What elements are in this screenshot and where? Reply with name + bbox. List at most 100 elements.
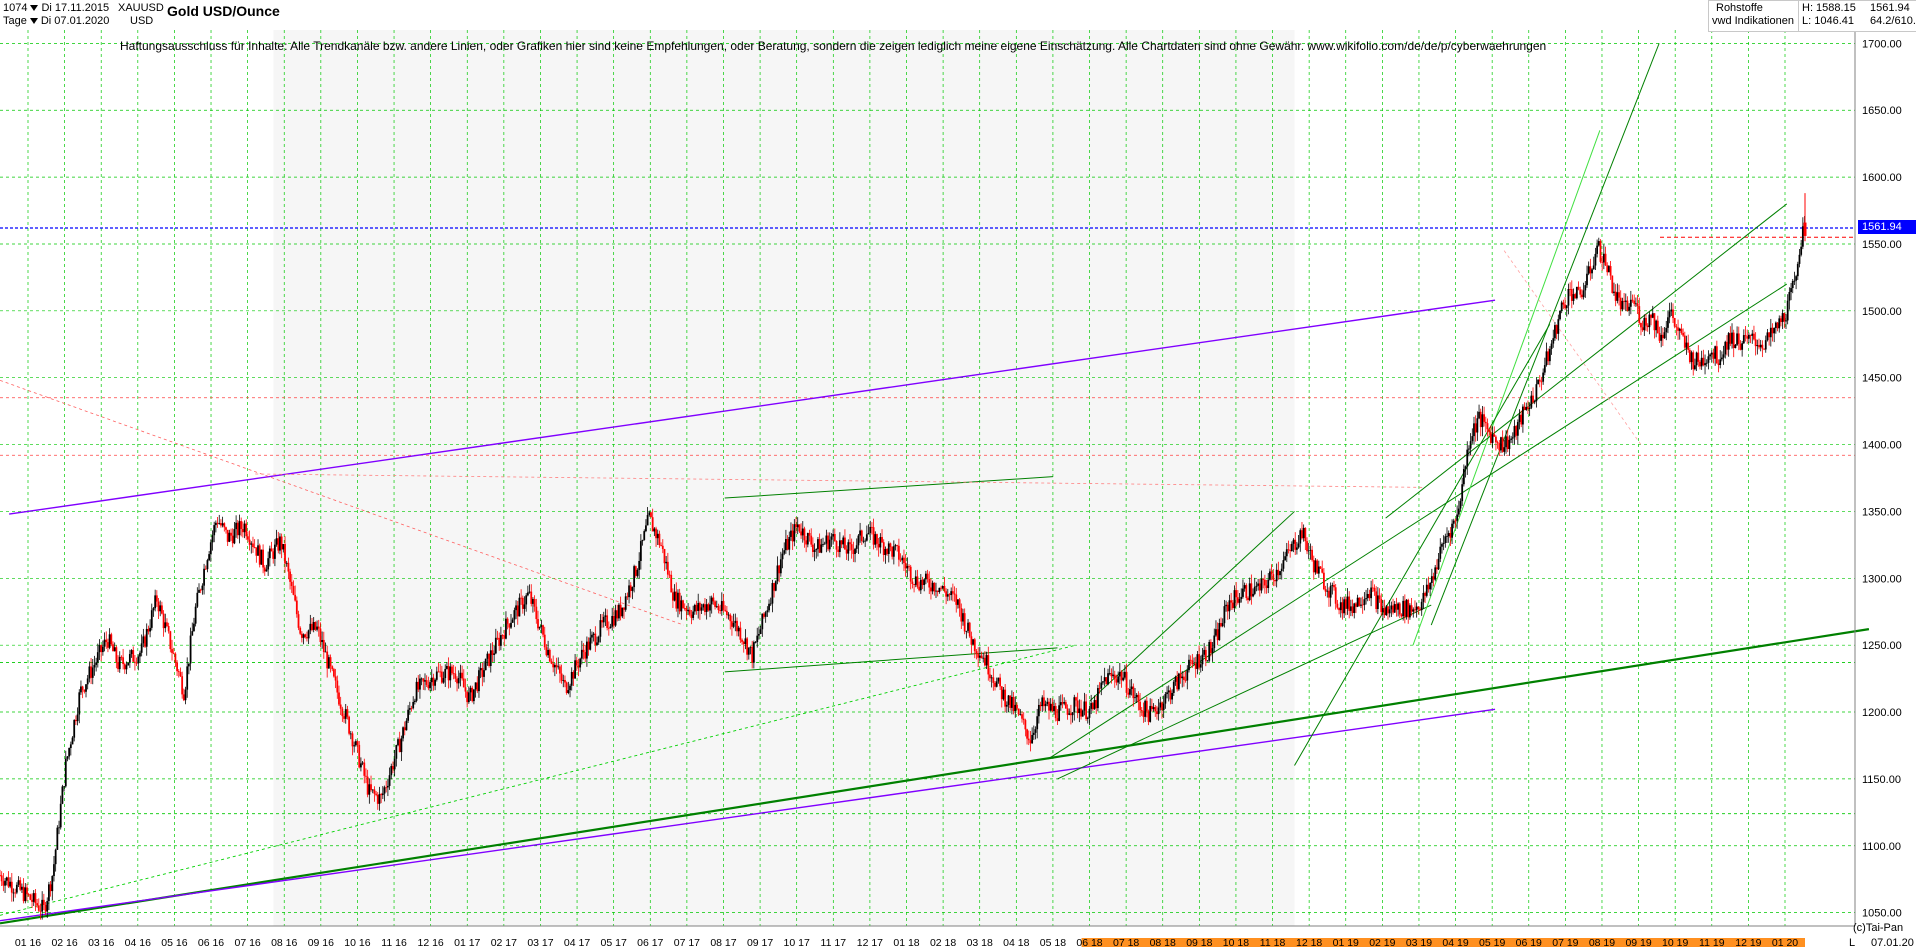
- candle-body: [1424, 592, 1426, 596]
- candle-body: [532, 599, 534, 604]
- scale-mode[interactable]: L: [1849, 937, 1856, 949]
- candle-body: [646, 515, 649, 526]
- candle-body: [358, 744, 361, 768]
- candle-body: [240, 521, 243, 529]
- x-tick-label: 01 20: [1772, 937, 1798, 949]
- candle-body: [446, 666, 448, 669]
- candle-body: [1370, 587, 1373, 599]
- x-tick-label: 09 16: [308, 937, 334, 949]
- candle-body: [1754, 339, 1757, 347]
- candle-body: [435, 671, 438, 680]
- dropdown-arrow-icon[interactable]: [29, 18, 38, 25]
- candle-body: [130, 650, 133, 655]
- candle-body: [548, 649, 551, 662]
- candle-body: [334, 676, 337, 681]
- candle-body: [1188, 659, 1190, 671]
- candle-body: [1500, 437, 1502, 451]
- candle-body: [651, 517, 654, 532]
- candle-body: [1157, 707, 1160, 715]
- candle-body: [1255, 585, 1258, 587]
- candle-body: [778, 565, 781, 574]
- candle-body: [1355, 603, 1357, 607]
- candle-body: [1242, 588, 1244, 597]
- candle-body: [255, 547, 258, 556]
- candle-body: [1579, 289, 1582, 295]
- candle-body: [1611, 275, 1614, 293]
- candle-body: [1761, 344, 1764, 349]
- candle-body: [1471, 436, 1474, 442]
- candle-body: [764, 612, 767, 617]
- candle-body: [1230, 600, 1233, 603]
- candle-body: [1660, 334, 1663, 341]
- candle-body: [1766, 332, 1769, 341]
- candle-body: [1176, 676, 1179, 690]
- candle-body: [1694, 365, 1696, 370]
- candle-body: [1776, 322, 1779, 329]
- x-tick-label: 02 16: [51, 937, 77, 949]
- candle-body: [1316, 560, 1319, 574]
- candle-body: [1506, 436, 1509, 450]
- candle-body: [714, 601, 716, 607]
- candle-body: [1741, 343, 1744, 350]
- candle-body: [1742, 335, 1745, 344]
- candle-body: [587, 641, 590, 650]
- candle-body: [601, 620, 603, 623]
- x-tick-label: 04 18: [1003, 937, 1029, 949]
- stats-box: [1798, 0, 1916, 32]
- candle-body: [378, 794, 381, 804]
- candle-body: [1537, 379, 1539, 385]
- candle-body: [209, 542, 212, 555]
- dropdown-arrow-icon[interactable]: [30, 5, 39, 12]
- candle-body: [1139, 701, 1141, 711]
- candle-body: [1510, 438, 1512, 440]
- candle-body: [1289, 550, 1292, 552]
- candle-body: [1454, 520, 1457, 522]
- candle-body: [432, 677, 435, 686]
- candle-body: [1608, 266, 1610, 273]
- candle-body: [155, 595, 158, 602]
- candle-body: [798, 524, 801, 532]
- candle-body: [182, 694, 185, 701]
- candle-body: [177, 671, 180, 673]
- candle-body: [439, 671, 442, 673]
- candle-body: [865, 534, 868, 541]
- candle-body: [771, 583, 774, 604]
- candle-body: [975, 651, 978, 654]
- candle-body: [668, 574, 671, 576]
- candle-body: [107, 642, 109, 648]
- x-tick-label: 06 18: [1076, 937, 1102, 949]
- y-tick-label: 1050.00: [1862, 908, 1902, 920]
- candle-body: [1324, 589, 1327, 592]
- candle-body: [452, 673, 455, 674]
- candle-body: [1503, 447, 1506, 452]
- candle-body: [392, 766, 394, 770]
- candle-body: [208, 554, 211, 561]
- candle-body: [1375, 591, 1378, 610]
- candle-body: [134, 661, 136, 663]
- candle-body: [914, 576, 917, 585]
- candle-body: [720, 601, 723, 612]
- candle-body: [1012, 696, 1015, 712]
- candle-body: [53, 864, 55, 877]
- candle-body: [1137, 694, 1140, 702]
- candle-body: [1609, 266, 1612, 276]
- candle-body: [289, 571, 291, 582]
- candle-body: [1675, 326, 1678, 328]
- candle-body: [759, 629, 762, 634]
- candle-body: [15, 884, 18, 893]
- candle-body: [1680, 328, 1683, 333]
- candle-body: [690, 614, 693, 618]
- x-tick-label: 08 16: [271, 937, 297, 949]
- candle-body: [1356, 597, 1359, 607]
- candle-body: [1107, 673, 1109, 685]
- candle-body: [1655, 320, 1658, 331]
- candle-body: [292, 585, 295, 595]
- candle-body: [1697, 352, 1700, 362]
- candle-body: [525, 595, 528, 605]
- candle-body: [363, 762, 366, 776]
- candle-body: [80, 686, 82, 693]
- candle-body: [0, 875, 3, 882]
- candle-body: [1071, 712, 1074, 716]
- candle-body: [241, 528, 244, 533]
